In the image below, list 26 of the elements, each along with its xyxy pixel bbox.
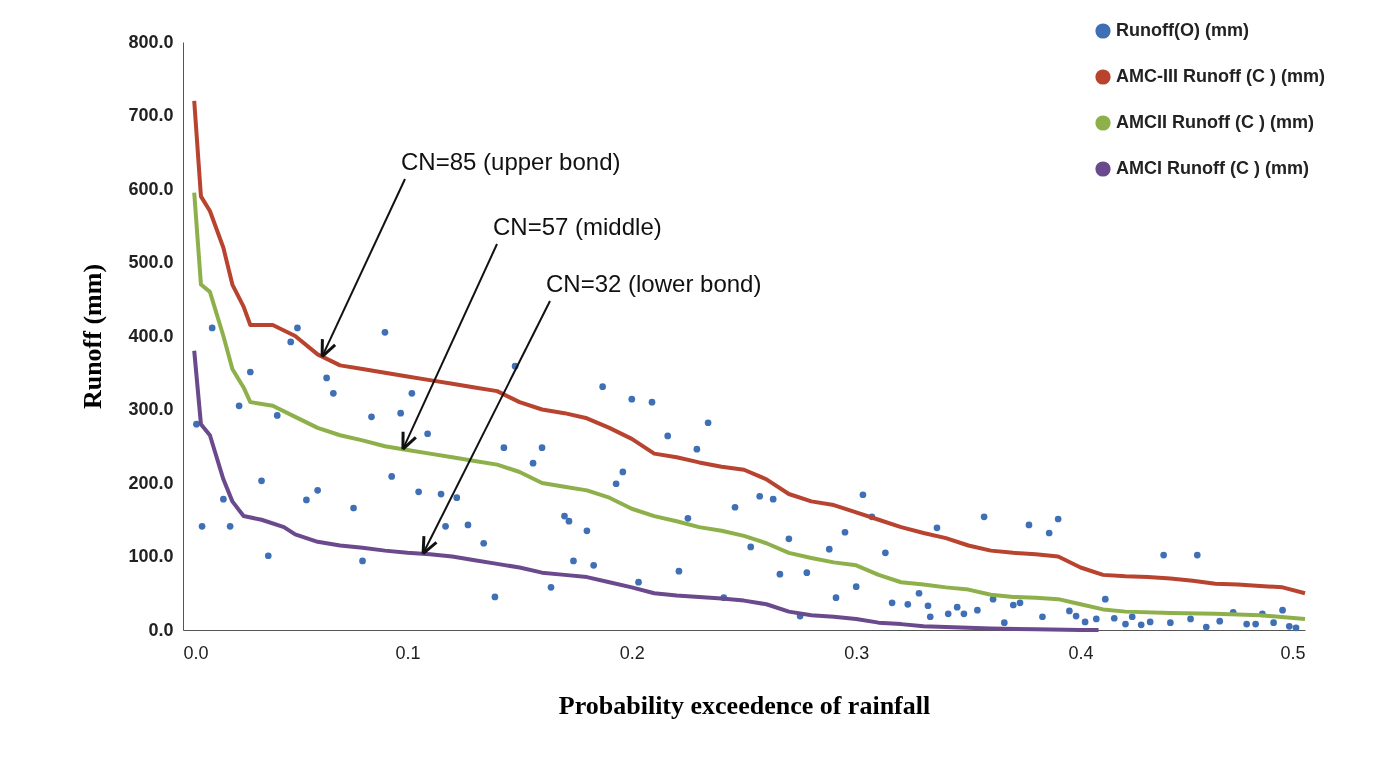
y-tick-label: 400.0 xyxy=(128,325,174,346)
legend-label: Runoff(O) (mm) xyxy=(1116,20,1249,40)
y-tick-label: 500.0 xyxy=(128,252,174,272)
legend-label: AMCI Runoff (C ) (mm) xyxy=(1116,158,1309,178)
y-axis-title: Runoff (mm) xyxy=(78,263,108,410)
x-tick-label: 0.0 xyxy=(183,642,209,663)
y-tick-label: 100.0 xyxy=(128,546,174,566)
line-series xyxy=(192,348,1101,632)
annotation: CN=57 (middle) xyxy=(493,213,662,240)
annotation: CN=32 (lower bond) xyxy=(546,270,762,297)
annotation: CN=85 (upper bond) xyxy=(401,148,621,175)
legend-label: AMC-III Runoff (C ) (mm) xyxy=(1116,66,1325,86)
line-series xyxy=(192,190,1307,621)
x-axis-title: Probability exceedence of rainfall xyxy=(558,690,931,720)
x-tick-label: 0.5 xyxy=(1280,642,1306,663)
y-tick-label: 300.0 xyxy=(128,399,174,419)
x-tick-label: 0.2 xyxy=(619,642,645,663)
x-tick-label: 0.1 xyxy=(395,642,421,663)
y-tick-label: 200.0 xyxy=(128,472,174,493)
y-tick-label: 800.0 xyxy=(128,31,174,52)
x-tick-label: 0.4 xyxy=(1068,642,1094,663)
y-tick-label: 600.0 xyxy=(128,178,174,199)
x-tick-label: 0.3 xyxy=(844,642,870,663)
y-tick-label: 700.0 xyxy=(128,105,174,125)
y-tick-label: 0.0 xyxy=(148,619,174,640)
legend-label: AMCII Runoff (C ) (mm) xyxy=(1116,112,1314,132)
